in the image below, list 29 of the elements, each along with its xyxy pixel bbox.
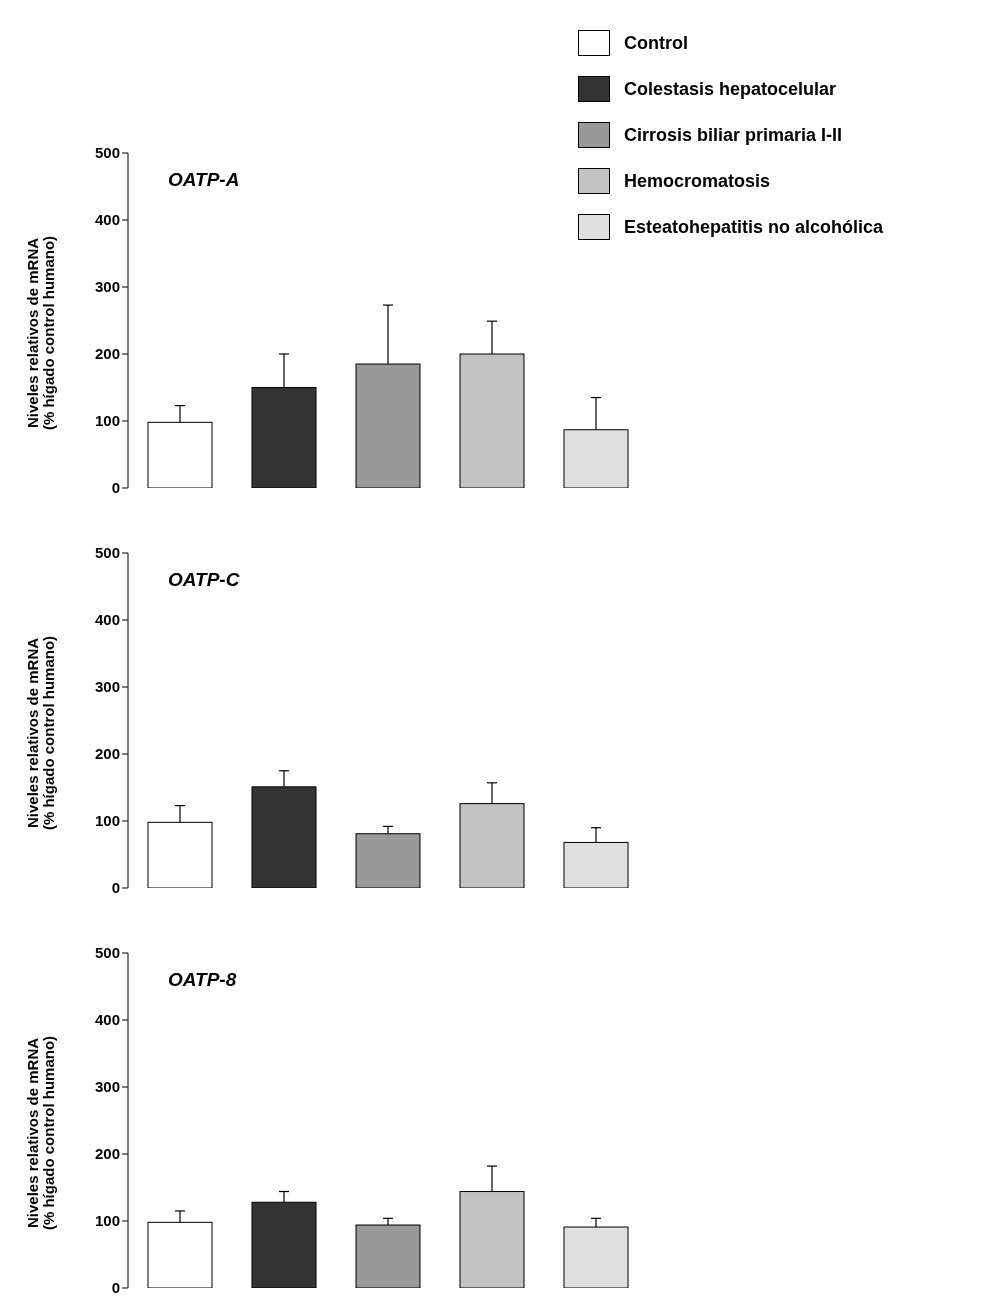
y-tick-label: 300 <box>94 678 120 696</box>
legend-label: Cirrosis biliar primaria I-II <box>624 124 843 146</box>
y-tick-label: 100 <box>94 412 120 430</box>
legend-label: Esteatohepatitis no alcohólica <box>624 216 884 238</box>
y-axis-title: Niveles relativos de mRNA (% hígado control humano) <box>24 635 57 831</box>
y-tick-label: 200 <box>94 1145 120 1163</box>
y-tick-label: 0 <box>111 879 120 897</box>
legend-label: Hemocromatosis <box>624 170 771 192</box>
y-axis-title: Niveles relativos de mRNA (% hígado control humano) <box>24 235 57 431</box>
y-tick-label: 0 <box>111 479 120 497</box>
text: OATP-C <box>168 569 240 590</box>
y-tick-label: 500 <box>94 544 120 562</box>
text: OATP-A <box>168 169 240 190</box>
y-tick-label: 300 <box>94 278 120 296</box>
y-tick-label: 500 <box>94 944 120 962</box>
legend-label: Colestasis hepatocelular <box>624 78 837 100</box>
y-tick-label: 100 <box>94 812 120 830</box>
text: OATP-8 <box>168 969 237 990</box>
legend-label: Control <box>624 32 688 54</box>
y-tick-label: 400 <box>94 611 120 629</box>
y-tick-label: 300 <box>94 1078 120 1096</box>
y-tick-label: 0 <box>111 1279 120 1297</box>
y-tick-label: 200 <box>94 345 120 363</box>
y-tick-label: 400 <box>94 211 120 229</box>
y-tick-label: 200 <box>94 745 120 763</box>
y-tick-label: 400 <box>94 1011 120 1029</box>
y-tick-label: 100 <box>94 1212 120 1230</box>
y-axis-title: Niveles relativos de mRNA (% hígado control humano) <box>24 1035 57 1231</box>
y-tick-label: 500 <box>94 144 120 162</box>
